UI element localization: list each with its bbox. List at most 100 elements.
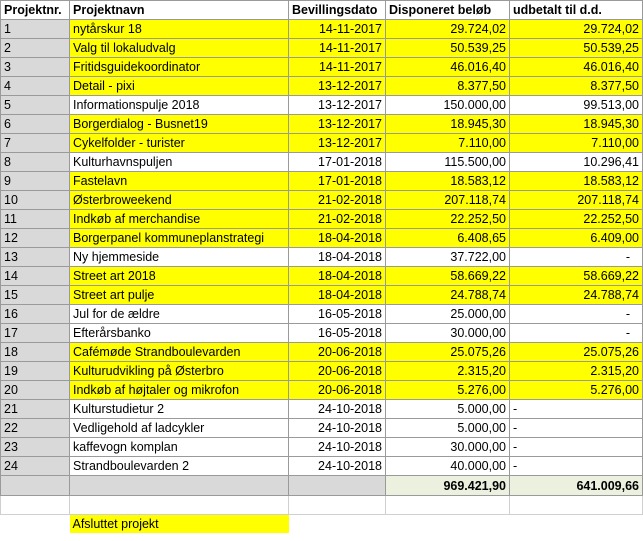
projektnavn-cell[interactable]: Cafémøde Strandboulevarden (69, 342, 289, 362)
disponeret-cell[interactable]: 5.276,00 (385, 380, 510, 400)
projektnr-cell[interactable]: 5 (0, 95, 70, 115)
empty-cell[interactable] (69, 495, 289, 515)
header-projektnavn[interactable]: Projektnavn (69, 0, 289, 20)
projektnavn-cell[interactable]: Vedligehold af ladcykler (69, 418, 289, 438)
projektnr-cell[interactable]: 18 (0, 342, 70, 362)
bevillingsdato-cell[interactable]: 18-04-2018 (288, 228, 386, 248)
total-cell-blank[interactable] (69, 475, 289, 496)
projektnavn-cell[interactable]: Kulturhavnspuljen (69, 152, 289, 172)
udbetalt-cell[interactable]: 46.016,40 (509, 57, 643, 77)
projektnr-cell[interactable]: 7 (0, 133, 70, 153)
disponeret-cell[interactable]: 5.000,00 (385, 418, 510, 438)
disponeret-cell[interactable]: 50.539,25 (385, 38, 510, 58)
udbetalt-cell[interactable]: 99.513,00 (509, 95, 643, 115)
projektnavn-cell[interactable]: Indkøb af højtaler og mikrofon (69, 380, 289, 400)
udbetalt-cell[interactable]: 18.583,12 (509, 171, 643, 191)
projektnavn-cell[interactable]: Efterårsbanko (69, 323, 289, 343)
projektnr-cell[interactable]: 23 (0, 437, 70, 457)
header-disponeret[interactable]: Disponeret beløb (385, 0, 510, 20)
projektnavn-cell[interactable]: Østerbroweekend (69, 190, 289, 210)
total-cell-blank[interactable] (288, 475, 386, 496)
empty-cell[interactable] (385, 495, 510, 515)
bevillingsdato-cell[interactable]: 17-01-2018 (288, 152, 386, 172)
projektnr-cell[interactable]: 13 (0, 247, 70, 267)
disponeret-cell[interactable]: 207.118,74 (385, 190, 510, 210)
bevillingsdato-cell[interactable]: 18-04-2018 (288, 266, 386, 286)
disponeret-cell[interactable]: 30.000,00 (385, 323, 510, 343)
udbetalt-cell[interactable]: - (509, 304, 643, 324)
bevillingsdato-cell[interactable]: 13-12-2017 (288, 76, 386, 96)
projektnr-cell[interactable]: 21 (0, 399, 70, 419)
bevillingsdato-cell[interactable]: 21-02-2018 (288, 209, 386, 229)
udbetalt-cell[interactable]: 25.075,26 (509, 342, 643, 362)
udbetalt-cell[interactable]: - (509, 247, 643, 267)
udbetalt-cell[interactable]: 5.276,00 (509, 380, 643, 400)
header-bevillingsdato[interactable]: Bevillingsdato (288, 0, 386, 20)
projektnr-cell[interactable]: 2 (0, 38, 70, 58)
projektnavn-cell[interactable]: Kulturstudietur 2 (69, 399, 289, 419)
projektnr-cell[interactable]: 22 (0, 418, 70, 438)
bevillingsdato-cell[interactable]: 14-11-2017 (288, 38, 386, 58)
udbetalt-cell[interactable]: 2.315,20 (509, 361, 643, 381)
bevillingsdato-cell[interactable]: 13-12-2017 (288, 133, 386, 153)
disponeret-cell[interactable]: 6.408,65 (385, 228, 510, 248)
projektnr-cell[interactable]: 20 (0, 380, 70, 400)
bevillingsdato-cell[interactable]: 20-06-2018 (288, 361, 386, 381)
projektnavn-cell[interactable]: Jul for de ældre (69, 304, 289, 324)
projektnr-cell[interactable]: 15 (0, 285, 70, 305)
projektnavn-cell[interactable]: kaffevogn komplan (69, 437, 289, 457)
projektnavn-cell[interactable]: Informationspulje 2018 (69, 95, 289, 115)
udbetalt-cell[interactable]: 24.788,74 (509, 285, 643, 305)
projektnavn-cell[interactable]: Fritidsguidekoordinator (69, 57, 289, 77)
projektnavn-cell[interactable]: Street art 2018 (69, 266, 289, 286)
projektnr-cell[interactable]: 1 (0, 19, 70, 39)
disponeret-cell[interactable]: 115.500,00 (385, 152, 510, 172)
empty-cell[interactable] (509, 495, 643, 515)
disponeret-cell[interactable]: 18.583,12 (385, 171, 510, 191)
udbetalt-cell[interactable]: 10.296,41 (509, 152, 643, 172)
projektnavn-cell[interactable]: Borgerpanel kommuneplanstrategi (69, 228, 289, 248)
projektnavn-cell[interactable]: Valg til lokaludvalg (69, 38, 289, 58)
projektnr-cell[interactable]: 10 (0, 190, 70, 210)
projektnavn-cell[interactable]: Fastelavn (69, 171, 289, 191)
header-projektnr[interactable]: Projektnr. (0, 0, 70, 20)
projektnr-cell[interactable]: 4 (0, 76, 70, 96)
total-cell-blank[interactable] (0, 475, 70, 496)
disponeret-cell[interactable]: 150.000,00 (385, 95, 510, 115)
projektnavn-cell[interactable]: Ny hjemmeside (69, 247, 289, 267)
header-udbetalt[interactable]: udbetalt til d.d. (509, 0, 643, 20)
projektnavn-cell[interactable]: nytårskur 18 (69, 19, 289, 39)
bevillingsdato-cell[interactable]: 13-12-2017 (288, 114, 386, 134)
udbetalt-cell[interactable]: 207.118,74 (509, 190, 643, 210)
projektnr-cell[interactable]: 19 (0, 361, 70, 381)
bevillingsdato-cell[interactable]: 14-11-2017 (288, 19, 386, 39)
disponeret-cell[interactable]: 25.075,26 (385, 342, 510, 362)
projektnr-cell[interactable]: 3 (0, 57, 70, 77)
disponeret-cell[interactable]: 46.016,40 (385, 57, 510, 77)
bevillingsdato-cell[interactable]: 13-12-2017 (288, 95, 386, 115)
projektnr-cell[interactable]: 24 (0, 456, 70, 476)
projektnr-cell[interactable]: 11 (0, 209, 70, 229)
udbetalt-cell[interactable]: 6.409,00 (509, 228, 643, 248)
bevillingsdato-cell[interactable]: 16-05-2018 (288, 323, 386, 343)
projektnavn-cell[interactable]: Street art pulje (69, 285, 289, 305)
bevillingsdato-cell[interactable]: 17-01-2018 (288, 171, 386, 191)
disponeret-cell[interactable]: 29.724,02 (385, 19, 510, 39)
bevillingsdato-cell[interactable]: 24-10-2018 (288, 456, 386, 476)
projektnr-cell[interactable]: 9 (0, 171, 70, 191)
udbetalt-cell[interactable]: 22.252,50 (509, 209, 643, 229)
projektnr-cell[interactable]: 16 (0, 304, 70, 324)
disponeret-cell[interactable]: 30.000,00 (385, 437, 510, 457)
projektnavn-cell[interactable]: Borgerdialog - Busnet19 (69, 114, 289, 134)
projektnavn-cell[interactable]: Indkøb af merchandise (69, 209, 289, 229)
empty-cell[interactable] (288, 495, 386, 515)
udbetalt-cell[interactable]: - (509, 399, 643, 419)
bevillingsdato-cell[interactable]: 14-11-2017 (288, 57, 386, 77)
legend-afsluttet-projekt[interactable]: Afsluttet projekt (69, 514, 289, 533)
disponeret-cell[interactable]: 5.000,00 (385, 399, 510, 419)
bevillingsdato-cell[interactable]: 18-04-2018 (288, 247, 386, 267)
udbetalt-cell[interactable]: - (509, 456, 643, 476)
disponeret-cell[interactable]: 37.722,00 (385, 247, 510, 267)
disponeret-cell[interactable]: 40.000,00 (385, 456, 510, 476)
udbetalt-cell[interactable]: - (509, 437, 643, 457)
